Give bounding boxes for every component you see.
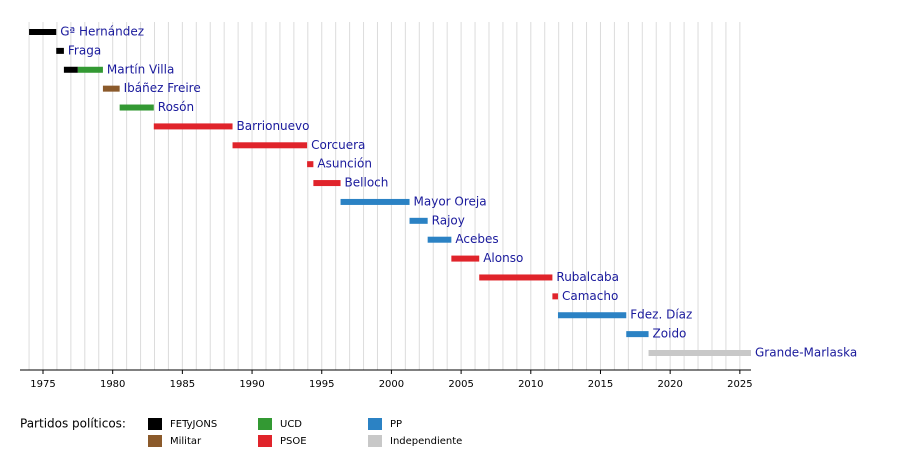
term-bar [479, 274, 553, 281]
legend-label: Independiente [390, 436, 462, 447]
minister-label: Belloch [345, 176, 389, 190]
x-tick-label: 1975 [30, 379, 55, 390]
minister-label: Rubalcaba [556, 270, 619, 284]
x-tick-label: 2020 [657, 379, 682, 390]
minister-label: Martín Villa [107, 62, 174, 76]
term-bar [102, 85, 120, 92]
minister-label: Barrionuevo [237, 119, 310, 133]
minister-label: Ibáñez Freire [124, 81, 201, 95]
minister-label: Acebes [455, 232, 498, 246]
term-bar [63, 66, 78, 73]
term-bar [427, 236, 452, 243]
legend-swatch [258, 435, 272, 447]
legend-label: PP [390, 419, 402, 430]
legend-label: FETyJONS [170, 419, 217, 430]
x-tick-label: 1985 [170, 379, 195, 390]
x-tick-label: 1980 [100, 379, 125, 390]
legend-swatch [368, 435, 382, 447]
legend-swatch [368, 418, 382, 430]
minister-label: Fdez. Díaz [630, 308, 692, 322]
term-bar [307, 161, 314, 168]
legend-title: Partidos políticos: [20, 417, 126, 431]
term-bar [313, 180, 341, 187]
minister-label: Zoido [653, 327, 687, 341]
term-bar [153, 123, 233, 130]
minister-label: Mayor Oreja [414, 194, 487, 208]
x-tick-label: 2025 [727, 379, 752, 390]
minister-label: Alonso [483, 251, 523, 265]
minister-label: Rosón [158, 100, 194, 114]
legend-label: UCD [280, 419, 302, 430]
x-tick-label: 2010 [518, 379, 543, 390]
x-tick-label: 2015 [588, 379, 613, 390]
term-bar [451, 255, 480, 262]
term-bar [648, 350, 751, 356]
term-bar [557, 312, 627, 319]
legend-label: Militar [170, 436, 202, 447]
x-tick-label: 1990 [239, 379, 264, 390]
term-bar [552, 293, 558, 300]
legend-swatch [148, 435, 162, 447]
term-bar [340, 198, 410, 205]
term-bar [29, 29, 57, 35]
minister-label: Corcuera [311, 138, 365, 152]
legend-label: PSOE [280, 436, 307, 447]
minister-label: Fraga [68, 43, 101, 57]
term-bar [232, 142, 308, 149]
legend-swatch [148, 418, 162, 430]
x-tick-label: 2000 [379, 379, 404, 390]
term-bar [626, 331, 649, 338]
term-bar [56, 47, 64, 54]
minister-label: Camacho [562, 289, 618, 303]
minister-label: Asunción [317, 157, 372, 171]
minister-label: Rajoy [432, 213, 465, 227]
x-tick-label: 2005 [448, 379, 473, 390]
minister-label: Gª Hernández [60, 25, 144, 39]
term-bar [77, 66, 103, 73]
term-bar [409, 217, 428, 224]
minister-label: Grande-Marlaska [755, 346, 857, 360]
term-bar [119, 104, 154, 111]
x-tick-label: 1995 [309, 379, 334, 390]
legend-swatch [258, 418, 272, 430]
